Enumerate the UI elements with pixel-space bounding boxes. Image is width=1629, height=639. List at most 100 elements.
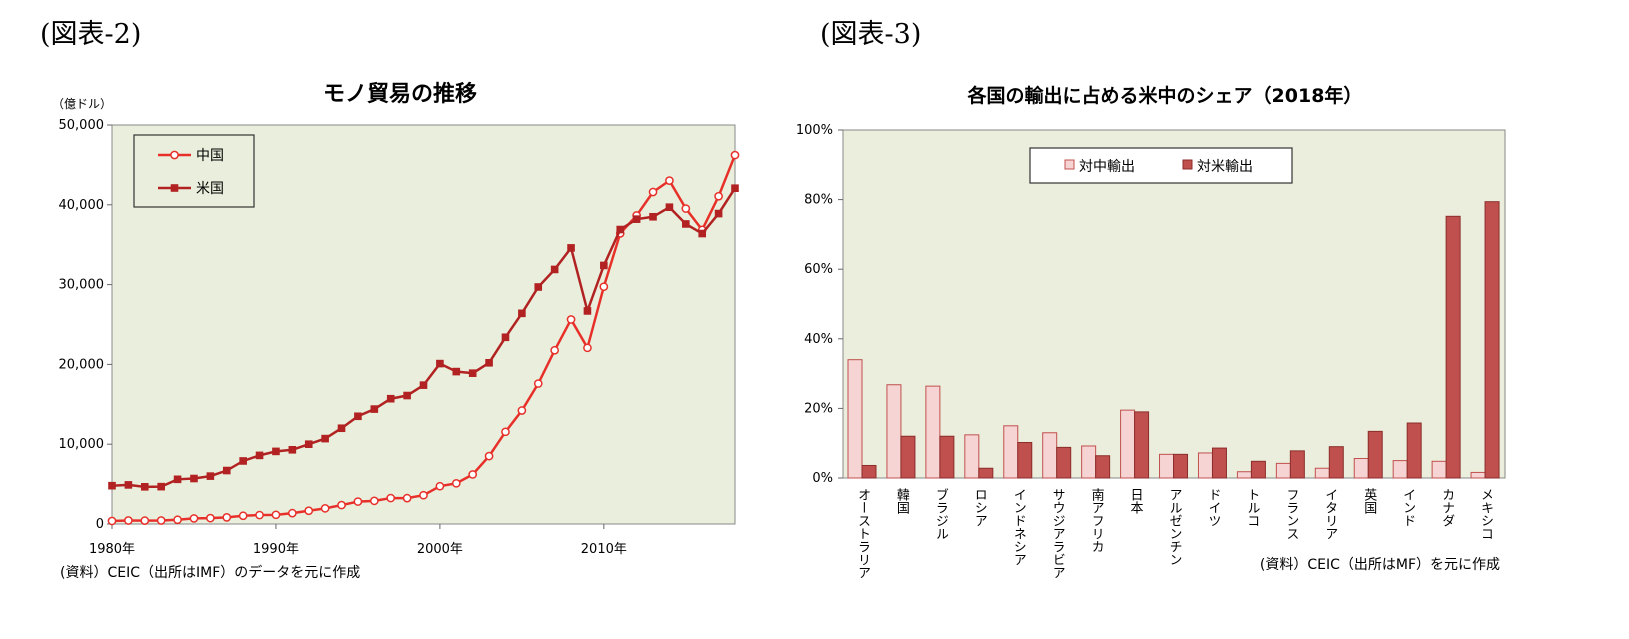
data-point xyxy=(238,511,248,521)
data-point xyxy=(140,483,149,491)
y-tick-label: 40,000 xyxy=(59,198,105,213)
bar-china xyxy=(1081,445,1097,479)
legend-label: 対中輸出 xyxy=(1079,159,1135,175)
data-point xyxy=(648,187,658,197)
data-point xyxy=(501,333,510,342)
bar-usa xyxy=(1095,455,1111,479)
line-chart: モノ貿易の推移 （億ドル） 0 10,000 20,000 30,000 40,000 50,… xyxy=(52,81,740,581)
data-point xyxy=(173,515,182,525)
bar-usa xyxy=(1445,215,1461,479)
y-tick-label: 40% xyxy=(804,332,833,347)
category-label: 南アフリカ xyxy=(1089,487,1105,553)
legend-label: 対米輸出 xyxy=(1197,159,1253,175)
y-tick-label: 50,000 xyxy=(59,118,105,133)
bar-usa xyxy=(1250,460,1266,479)
data-point xyxy=(403,391,411,400)
data-point xyxy=(304,506,314,516)
data-point xyxy=(468,470,478,479)
data-point xyxy=(239,457,247,465)
chart-title: モノ貿易の推移 xyxy=(323,81,477,107)
data-point xyxy=(337,424,346,433)
legend-label: 米国 xyxy=(196,181,224,197)
data-point xyxy=(370,405,379,413)
bar-usa xyxy=(939,435,955,479)
y-tick-label: 0 xyxy=(96,517,104,532)
bar-china xyxy=(1042,432,1058,479)
data-point xyxy=(190,474,198,483)
category-label: 日本 xyxy=(1128,488,1144,514)
legend-swatch xyxy=(1064,159,1075,170)
category-label: アルゼンチン xyxy=(1167,488,1183,566)
bar-china xyxy=(1003,425,1019,479)
data-point xyxy=(731,184,739,193)
y-tick-label: 20% xyxy=(804,401,833,416)
y-tick-label: 60% xyxy=(804,262,833,277)
legend-marker xyxy=(170,150,179,160)
bar-china xyxy=(847,359,863,479)
bar-china xyxy=(925,385,941,479)
data-point xyxy=(485,359,493,367)
data-point xyxy=(304,440,313,448)
data-point xyxy=(665,203,674,211)
data-point xyxy=(287,508,297,518)
bar-china xyxy=(1353,458,1369,479)
category-label: インドネシア xyxy=(1011,488,1026,566)
data-point xyxy=(157,482,165,491)
data-point xyxy=(321,434,329,443)
bar-china xyxy=(1236,471,1252,479)
bar-usa xyxy=(978,467,994,479)
bar-usa xyxy=(1211,447,1227,479)
data-point xyxy=(616,225,625,234)
data-point xyxy=(600,261,608,270)
data-point xyxy=(156,516,166,525)
bar-usa xyxy=(1289,450,1305,479)
data-point xyxy=(550,265,559,274)
y-axis-unit: （億ドル） xyxy=(52,97,112,111)
data-point xyxy=(567,244,575,252)
data-point xyxy=(714,209,723,218)
bar-china xyxy=(1470,471,1486,479)
bar-china xyxy=(886,384,902,479)
data-point xyxy=(272,447,280,456)
data-point xyxy=(714,191,723,201)
y-tick-label: 80% xyxy=(804,193,833,208)
data-point xyxy=(369,496,379,506)
data-point xyxy=(353,497,363,506)
data-point xyxy=(730,150,740,160)
category-label: トルコ xyxy=(1244,488,1259,527)
data-point xyxy=(583,307,592,315)
data-point xyxy=(124,481,133,489)
data-point xyxy=(436,359,444,368)
category-label: サウジアラビア xyxy=(1050,488,1065,579)
category-label: 韓国 xyxy=(894,488,910,514)
source-note: (資料）CEIC（出所はMF）を元に作成 xyxy=(1260,557,1500,573)
data-point xyxy=(435,481,445,491)
legend-box xyxy=(1029,147,1293,184)
data-point xyxy=(288,445,297,454)
data-point xyxy=(533,379,543,388)
data-point xyxy=(501,427,510,437)
data-point xyxy=(517,406,527,415)
data-point xyxy=(386,493,396,503)
data-point xyxy=(173,475,182,484)
data-point xyxy=(320,504,330,513)
bar-usa xyxy=(900,435,916,479)
plot-area xyxy=(842,129,1506,479)
legend: 対中輸出 対米輸出 xyxy=(1029,147,1293,184)
bar-china xyxy=(1275,462,1291,479)
bar-china xyxy=(1314,467,1330,479)
data-point xyxy=(255,510,264,520)
data-point xyxy=(140,516,150,525)
bar-usa xyxy=(1056,446,1072,479)
bar-usa xyxy=(1406,422,1422,479)
data-point xyxy=(189,514,199,523)
category-label: イタリア xyxy=(1322,488,1337,540)
data-point xyxy=(402,493,412,503)
data-point xyxy=(222,466,231,475)
data-point xyxy=(419,381,428,389)
data-point xyxy=(255,451,264,460)
y-tick-label: 10,000 xyxy=(59,437,105,452)
category-label: オーストラリア xyxy=(855,488,870,579)
y-tick-label: 0% xyxy=(812,471,833,486)
